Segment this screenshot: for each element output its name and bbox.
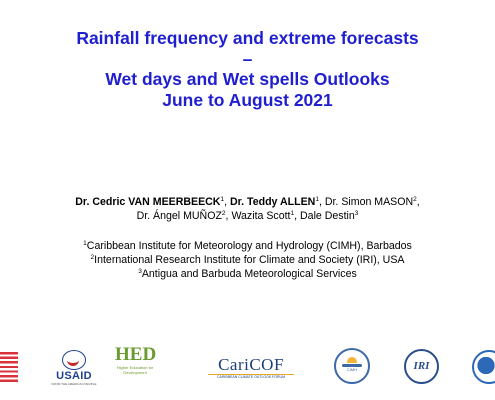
author-affiliation-mark: 1 [220, 196, 225, 203]
author-separator: , [294, 210, 301, 222]
author-name: Dr. Simon MASON [324, 196, 414, 208]
affiliation-number: 2 [90, 254, 95, 261]
cimh-logo-name: CIMH [346, 367, 358, 372]
logo-bar: USAID FROM THE AMERICAN PEOPLE HED Highe… [0, 342, 495, 400]
noaa-logo-icon [472, 350, 495, 384]
caricof-logo: CariCOF CARIBBEAN CLIMATE OUTLOOK FORUM [208, 356, 294, 386]
author-separator: , [416, 196, 420, 208]
affiliation-number: 3 [138, 268, 142, 275]
usaid-logo: USAID FROM THE AMERICAN PEOPLE [50, 350, 98, 394]
caricof-logo-tagline: CARIBBEAN CLIMATE OUTLOOK FORUM [208, 374, 294, 380]
author-affiliation-mark: 1 [315, 196, 319, 203]
title-line-2: Wet days and Wet spells Outlooks [105, 69, 390, 89]
affiliation-list: 1Caribbean Institute for Meteorology and… [0, 239, 495, 281]
iri-logo: IRI [404, 349, 439, 384]
affiliation-text: Caribbean Institute for Meteorology and … [86, 240, 412, 252]
author-name: Wazita Scott [231, 210, 291, 222]
author-separator: , [224, 196, 230, 208]
cimh-logo: CIMH [334, 348, 370, 384]
author-name: Dr. Ángel MUÑOZ [136, 210, 222, 222]
author-separator: , [318, 196, 325, 208]
author-name: Dr. Teddy ALLEN [229, 196, 316, 208]
us-flag-icon [0, 352, 18, 382]
caricof-logo-name: CariCOF [218, 355, 284, 374]
author-affiliation-mark: 2 [413, 196, 417, 203]
usaid-logo-tagline: FROM THE AMERICAN PEOPLE [51, 382, 97, 386]
affiliation-text: International Research Institute for Cli… [94, 254, 405, 266]
iri-logo-name: IRI [413, 360, 430, 372]
author-affiliation-mark: 3 [354, 210, 359, 217]
hed-logo-tagline: Higher Education for Development [116, 365, 154, 375]
author-line-2: Dr. Ángel MUÑOZ2, Wazita Scott1, Dale De… [0, 209, 495, 223]
usaid-seal-icon [62, 350, 86, 370]
author-line-1: Dr. Cedric VAN MEERBEECK1, Dr. Teddy ALL… [0, 195, 495, 209]
author-affiliation-mark: 1 [290, 210, 295, 217]
hed-logo: HED Higher Education for Development [115, 344, 157, 393]
author-name: Dr. Cedric VAN MEERBEECK [75, 196, 221, 208]
title-line-3: June to August 2021 [162, 89, 333, 110]
affiliation-item: 1Caribbean Institute for Meteorology and… [0, 239, 495, 253]
author-list: Dr. Cedric VAN MEERBEECK1, Dr. Teddy ALL… [0, 195, 495, 223]
author-separator: , [225, 210, 232, 222]
wave-icon [342, 364, 362, 367]
affiliation-number: 1 [83, 240, 87, 247]
title-line-1: Rainfall frequency and extreme forecasts [76, 28, 419, 48]
author-affiliation-mark: 2 [221, 210, 226, 217]
affiliation-item: 3Antigua and Barbuda Meteorological Serv… [0, 267, 495, 281]
author-name: Dale Destin [300, 210, 355, 222]
sun-icon [347, 357, 357, 363]
hed-logo-name: HED [115, 344, 157, 365]
affiliation-item: 2International Research Institute for Cl… [0, 253, 495, 267]
title-dash: – [242, 48, 253, 69]
slide-title: Rainfall frequency and extreme forecasts… [0, 28, 495, 110]
usaid-logo-name: USAID [56, 370, 92, 382]
affiliation-text: Antigua and Barbuda Meteorological Servi… [141, 268, 357, 280]
